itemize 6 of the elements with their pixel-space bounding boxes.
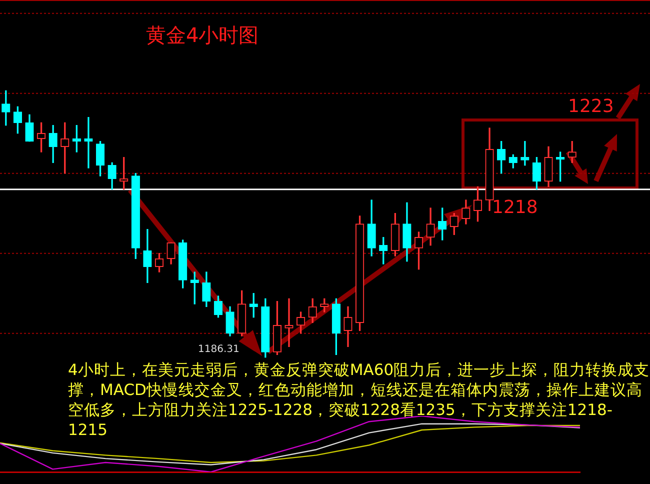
chart-title: 黄金4小时图	[146, 22, 259, 49]
annotation: 1218	[492, 196, 538, 220]
candlestick	[284, 298, 294, 347]
annotation: 1186.31	[198, 343, 240, 356]
annotation: 4小时上，在美元走弱后，黄金反弹突破MA60阻力后，进一步上探，阻力转换成支撑，MACD快慢线交金叉，红色动能增加，短线还是在箱体内震荡，操作上建议高空低多，上方阻力关注1225-1228，突破1228看1235，下方支撑关注1218-1215	[68, 360, 650, 441]
annotation: 1223	[568, 95, 614, 118]
